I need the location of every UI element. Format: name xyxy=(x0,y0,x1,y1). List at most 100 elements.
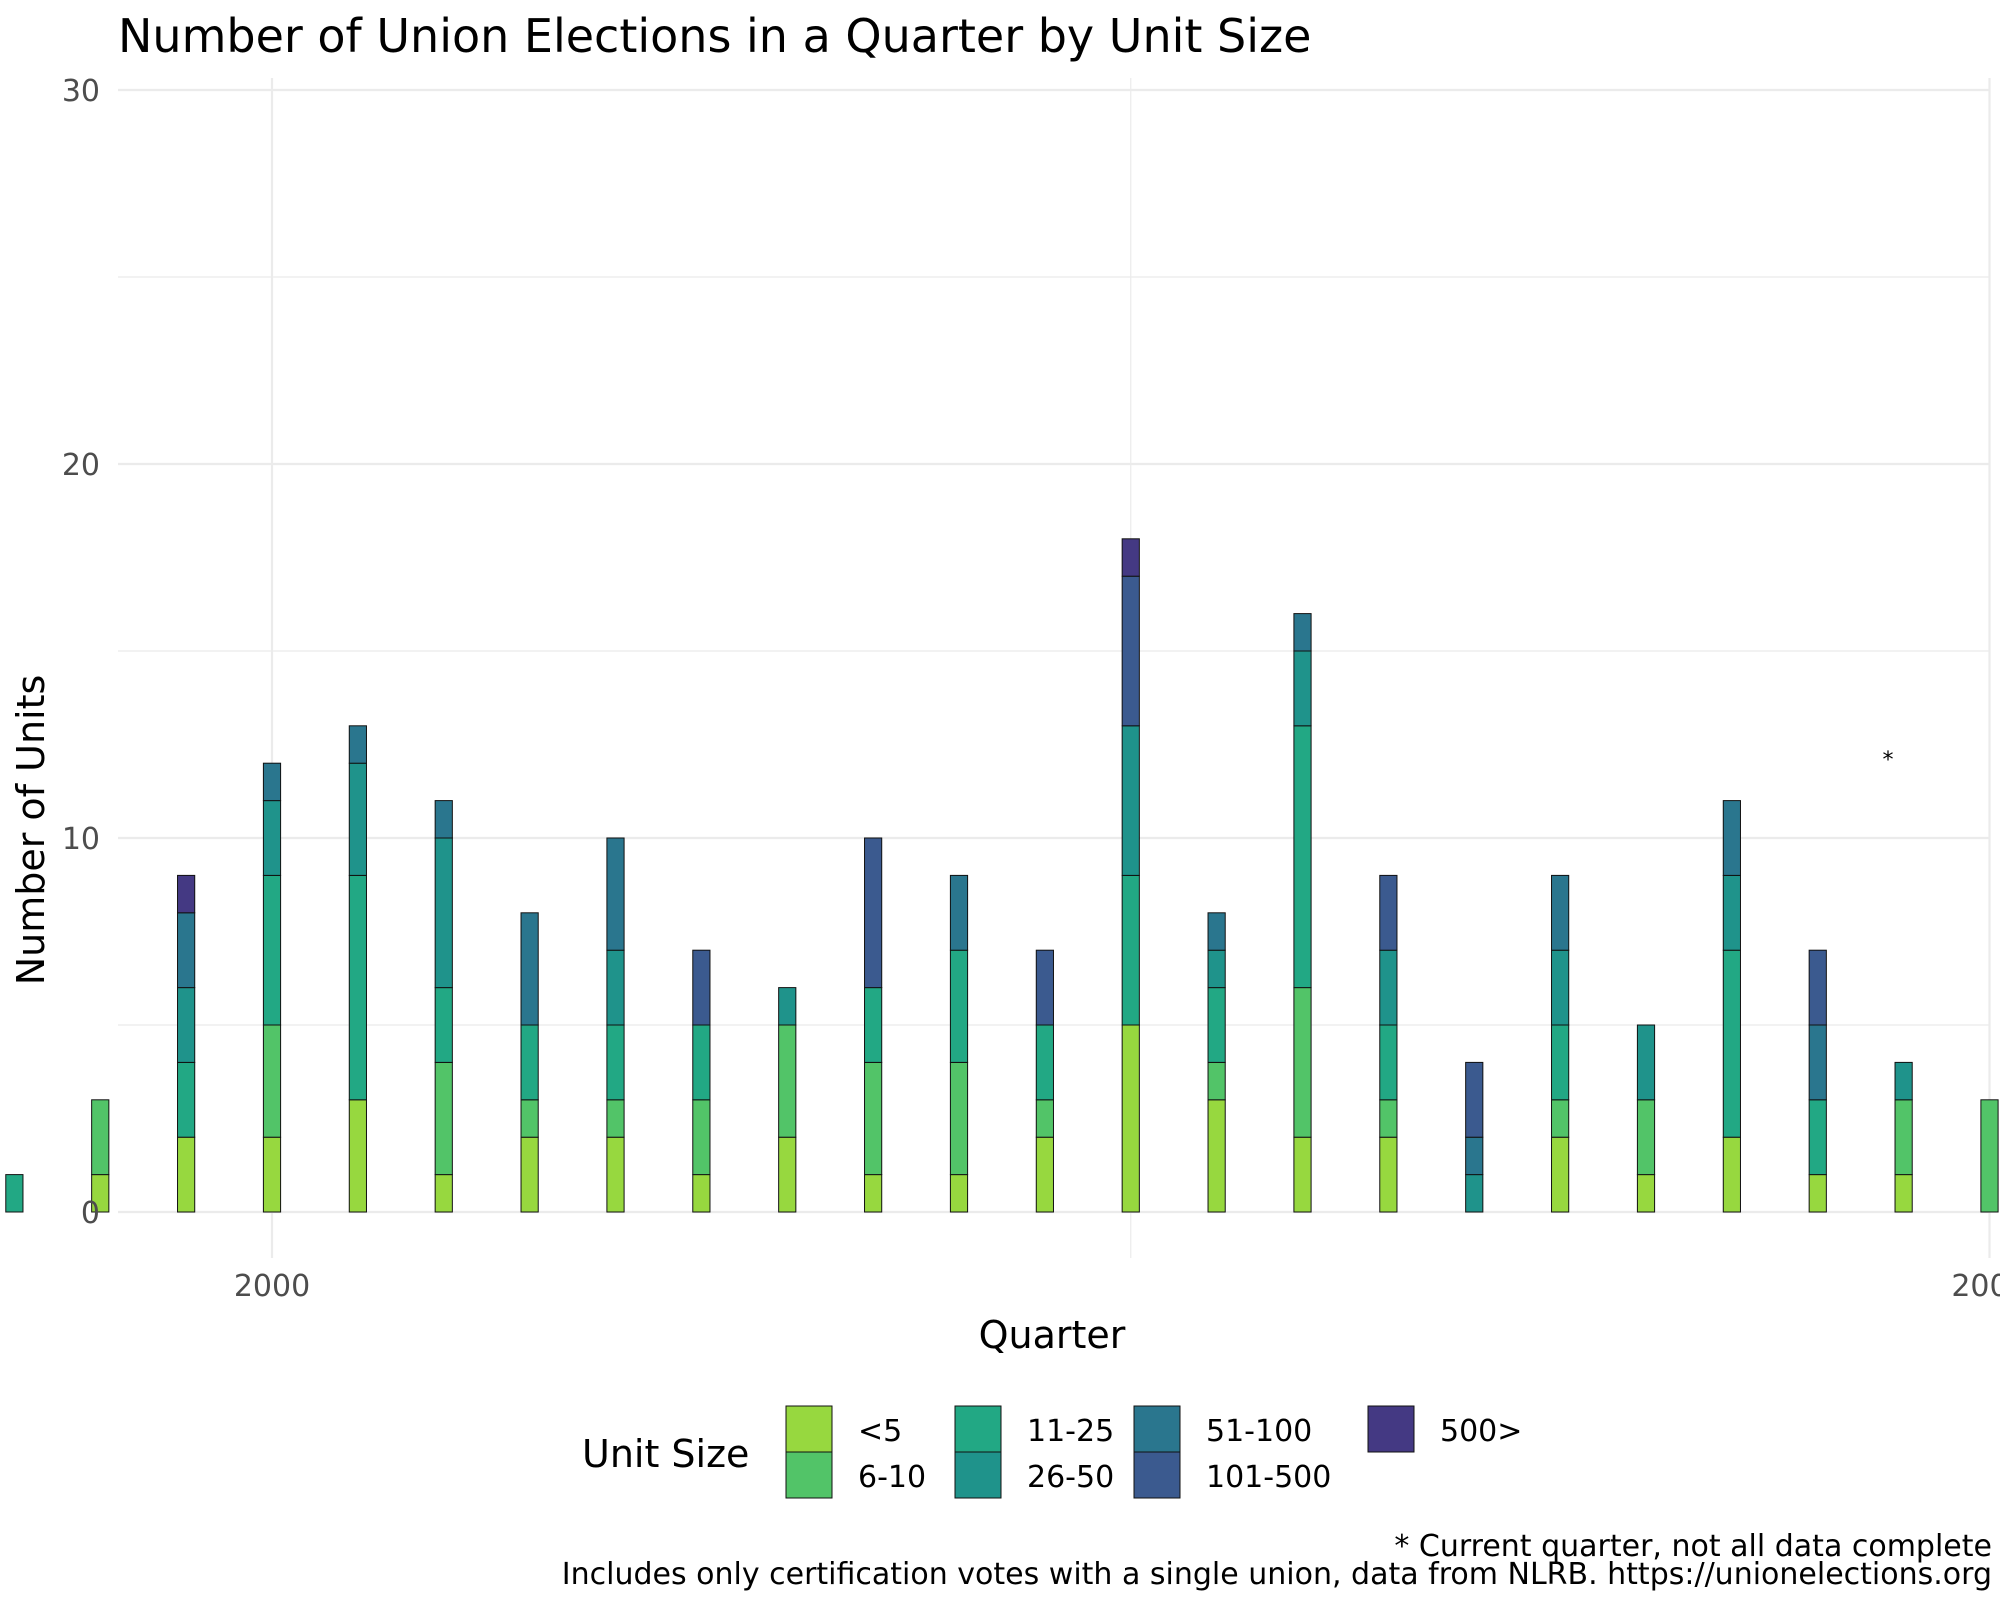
source-note: Includes only certification votes with a… xyxy=(561,1557,1992,1592)
legend-title: Unit Size xyxy=(582,1432,749,1476)
bar-segment xyxy=(1207,987,1226,1063)
bar-segment xyxy=(1636,1174,1656,1213)
bar-segment xyxy=(91,1099,110,1176)
legend-label: <5 xyxy=(858,1414,902,1449)
bar-segment xyxy=(1379,1136,1398,1213)
bar-segment xyxy=(949,949,969,1063)
bar-segment xyxy=(1293,725,1312,989)
bar-segment xyxy=(5,1174,24,1213)
y-tick-label: 0 xyxy=(81,1196,100,1231)
y-axis-ticks: 0 10 20 30 xyxy=(62,74,100,1231)
bar-segment xyxy=(1551,1099,1570,1138)
bar-segment xyxy=(1551,1136,1570,1213)
bar-segment xyxy=(1551,874,1570,951)
bar-segment xyxy=(1121,874,1140,1026)
bar-segment xyxy=(864,837,883,989)
bar-segment xyxy=(434,987,453,1063)
current-quarter-asterisk: * xyxy=(1883,748,1894,773)
legend-label: 101-500 xyxy=(1206,1460,1331,1495)
y-tick-label: 30 xyxy=(62,74,100,109)
bar-segment xyxy=(434,800,453,839)
bar-segment xyxy=(606,949,625,1026)
bar-segment xyxy=(1035,1024,1054,1101)
x-tick-label: 2005 xyxy=(1951,1269,2000,1304)
bar-segment xyxy=(1465,1174,1484,1213)
bar-segment xyxy=(262,1024,282,1138)
legend: Unit Size <5 6-10 11-25 26-50 51-100 101-500 5… xyxy=(582,1405,1522,1499)
legend-label: 6-10 xyxy=(858,1460,926,1495)
bar-segment xyxy=(778,1024,797,1138)
bar-segment xyxy=(1379,1024,1398,1101)
bar-segment xyxy=(520,1024,539,1101)
bar-segment xyxy=(1121,725,1140,876)
y-tick-label: 20 xyxy=(62,448,100,483)
bar-segment xyxy=(1980,1099,1999,1213)
legend-swatch xyxy=(785,1451,833,1499)
bar-segment xyxy=(778,987,797,1026)
bar-segment xyxy=(1894,1174,1913,1213)
bar-segment xyxy=(1293,650,1312,727)
bar-segment xyxy=(692,1099,711,1176)
bar-segment xyxy=(692,1024,711,1101)
bar-segment xyxy=(1808,1174,1827,1213)
legend-label: 26-50 xyxy=(1027,1460,1114,1495)
bar-segment xyxy=(262,1136,282,1213)
legend-label: 51-100 xyxy=(1206,1414,1312,1449)
bar-segment xyxy=(348,874,367,1101)
bar-segment xyxy=(1293,613,1312,652)
bar-segment xyxy=(1465,1061,1484,1138)
bar-segment xyxy=(262,800,282,876)
bar-segment xyxy=(1722,800,1741,876)
bar-segment xyxy=(1894,1099,1913,1176)
bar-segment xyxy=(1293,1136,1312,1213)
y-tick-label: 10 xyxy=(62,822,100,857)
bar-segment xyxy=(1379,949,1398,1026)
legend-swatch xyxy=(1367,1405,1415,1453)
bars xyxy=(5,538,1999,1213)
bar-segment xyxy=(434,1174,453,1213)
legend-swatch xyxy=(1133,1451,1181,1499)
bar-segment xyxy=(606,1099,625,1138)
bar-segment xyxy=(1121,575,1140,727)
bar-segment xyxy=(1722,949,1741,1138)
footnote: * Current quarter, not all data complete xyxy=(1394,1529,1992,1564)
bar-segment xyxy=(1035,949,1054,1026)
bar-segment xyxy=(1379,1099,1398,1138)
bar-segment xyxy=(177,1061,196,1138)
bar-segment xyxy=(606,1024,625,1101)
legend-swatch xyxy=(1133,1405,1181,1453)
bar-segment xyxy=(1636,1024,1656,1101)
bar-segment xyxy=(1722,874,1741,951)
bar-segment xyxy=(1035,1136,1054,1213)
bar-segment xyxy=(692,949,711,1026)
bar-segment xyxy=(1465,1136,1484,1176)
grid xyxy=(118,78,1991,1258)
bar-segment xyxy=(1636,1099,1656,1176)
bar-segment xyxy=(949,874,969,951)
bar-segment xyxy=(1808,1024,1827,1101)
bar-segment xyxy=(348,725,367,764)
bar-segment xyxy=(864,1061,883,1176)
bar-segment xyxy=(1808,1099,1827,1176)
legend-label: 500> xyxy=(1440,1414,1522,1449)
bar-segment xyxy=(1207,1061,1226,1101)
bar-segment xyxy=(1207,1099,1226,1213)
bar-segment xyxy=(1379,874,1398,951)
bar-segment xyxy=(1121,1024,1140,1213)
bar-segment xyxy=(177,912,196,989)
bar-segment xyxy=(864,987,883,1063)
bar-segment xyxy=(520,912,539,1026)
y-axis-label: Number of Units xyxy=(9,675,53,986)
bar-segment xyxy=(177,1136,196,1213)
bar-segment xyxy=(864,1174,883,1213)
bar-segment xyxy=(1035,1099,1054,1138)
x-axis-ticks: 20002005201020152020 xyxy=(234,1269,2000,1304)
bar-segment xyxy=(434,1061,453,1176)
bar-segment xyxy=(1722,1136,1741,1213)
bar-segment xyxy=(778,1136,797,1213)
bar-segment xyxy=(949,1061,969,1176)
legend-swatch xyxy=(785,1405,833,1453)
x-tick-label: 2000 xyxy=(234,1269,310,1304)
bar-segment xyxy=(606,1136,625,1213)
